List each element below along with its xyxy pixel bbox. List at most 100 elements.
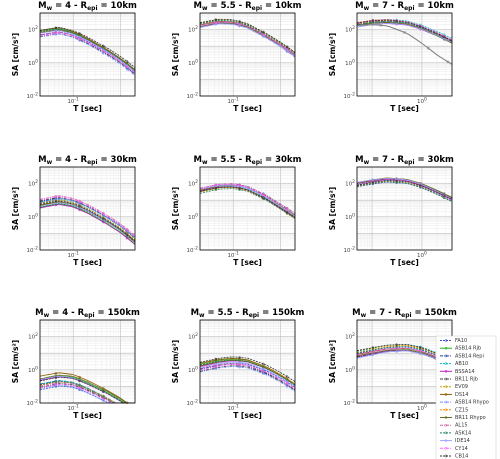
- legend-entry: ASB14 Rjb: [455, 346, 481, 352]
- y-tick-label: 100: [345, 58, 355, 67]
- legend-marker: [444, 346, 448, 350]
- y-tick-label: 10-2: [27, 246, 39, 255]
- series-marker: [238, 22, 241, 26]
- series-marker: [238, 361, 241, 364]
- series-marker: [102, 214, 105, 217]
- series-marker: [442, 194, 446, 197]
- y-tick-label: 102: [188, 332, 198, 341]
- y-tick-label: 100: [28, 58, 38, 67]
- series-marker: [78, 37, 81, 41]
- series-marker: [262, 369, 265, 373]
- series-line-cb14: [39, 27, 136, 68]
- y-tick-label: 100: [345, 212, 355, 221]
- axes-frame: [199, 12, 296, 97]
- series-line-cy14: [199, 183, 296, 216]
- series-line-al15: [39, 195, 136, 236]
- series-marker: [419, 352, 422, 355]
- series-line-asb14-rhypo: [199, 366, 296, 392]
- series-marker: [262, 30, 265, 34]
- legend-marker: [444, 354, 448, 358]
- legend-entry: ASB14 Repi: [455, 353, 484, 359]
- series-marker: [102, 44, 105, 48]
- x-tick-label: 10-1: [227, 404, 239, 413]
- series-marker: [371, 353, 375, 357]
- series-line-ask14: [199, 188, 296, 219]
- axes-frame: [199, 319, 296, 404]
- series-marker: [102, 48, 105, 51]
- series-marker: [395, 343, 398, 346]
- legend-entry: IDE14: [455, 438, 470, 444]
- legend-marker: [444, 446, 448, 450]
- panel-title: Mw = 4 - Repi = 150km: [35, 308, 140, 319]
- series-line-cb14: [39, 200, 136, 242]
- x-tick-label: 10-1: [67, 404, 79, 413]
- panel-3-1: Mw = 4 - Repi = 150km 102 100 10-2 10-1T [se…: [11, 308, 140, 420]
- series-marker: [419, 185, 422, 189]
- x-axis-label: T [sec]: [233, 104, 262, 113]
- panel-title: Mw = 7 - Repi = 150km: [352, 308, 457, 319]
- y-tick-label: 10-2: [187, 92, 199, 101]
- series-marker: [125, 60, 129, 63]
- legend-marker: [444, 454, 448, 458]
- legend-marker: [444, 362, 448, 365]
- y-tick-label: 10-2: [27, 399, 39, 408]
- legend-marker: [444, 385, 448, 389]
- series-line-ide14: [39, 30, 136, 73]
- y-tick-label: 100: [28, 365, 38, 374]
- outlier-marker: [403, 31, 406, 34]
- series-marker: [214, 365, 218, 368]
- series-marker: [125, 229, 129, 232]
- y-tick-label: 100: [188, 58, 198, 67]
- legend-entry: BR11 Rhypo: [455, 415, 486, 421]
- series-marker: [262, 197, 265, 201]
- series-marker: [262, 362, 265, 366]
- series-line-cb14: [39, 376, 135, 404]
- series-line-asb14-rhypo: [39, 198, 136, 239]
- series-line-ide14: [199, 23, 296, 57]
- y-tick-label: 100: [188, 365, 198, 374]
- panel-title: Mw = 7 - Repi = 10km: [355, 1, 454, 12]
- legend-marker: [444, 431, 448, 435]
- series-line-asb14-rhypo: [39, 33, 136, 76]
- panel-2-1: Mw = 4 - Repi = 30km 102 100 10-2 10-1T [sec…: [11, 155, 137, 267]
- legend-entry: AL15: [455, 423, 468, 429]
- y-tick-label: 102: [345, 25, 355, 33]
- legend-marker: [444, 423, 448, 427]
- series-marker: [285, 375, 289, 378]
- series-line-cy14: [39, 195, 136, 238]
- outlier-series-line: [356, 24, 453, 65]
- series-marker: [102, 217, 105, 220]
- series-line-cb14: [356, 179, 453, 200]
- series-marker: [442, 35, 446, 39]
- legend-marker: [444, 439, 448, 442]
- series-marker: [214, 186, 218, 190]
- panel-title: Mw = 7 - Repi = 30km: [355, 155, 454, 166]
- series-marker: [395, 22, 398, 26]
- series-marker: [54, 376, 58, 379]
- y-tick-label: 10-2: [344, 92, 356, 101]
- series-marker: [371, 181, 375, 184]
- series-marker: [102, 399, 105, 402]
- series-marker: [419, 27, 422, 31]
- y-axis-label: SA [cm/s²]: [11, 33, 20, 76]
- axes-frame: [356, 12, 453, 97]
- y-axis-label: SA [cm/s²]: [171, 33, 180, 76]
- axes-frame: [356, 166, 453, 251]
- series-line-cb14: [356, 19, 453, 42]
- series-line-cy14: [199, 21, 296, 55]
- axes-frame: [39, 319, 136, 404]
- axes-frame: [39, 12, 136, 97]
- series-marker: [285, 385, 289, 388]
- outlier-marker: [379, 23, 383, 27]
- x-tick-label: 100: [417, 97, 427, 106]
- series-marker: [395, 350, 398, 353]
- series-marker: [238, 20, 241, 23]
- y-tick-label: 10-2: [344, 246, 356, 255]
- y-tick-label: 10-2: [344, 399, 356, 408]
- series-marker: [238, 186, 241, 190]
- legend-marker: [444, 400, 448, 404]
- series-marker: [214, 360, 218, 363]
- x-tick-label: 100: [417, 404, 427, 413]
